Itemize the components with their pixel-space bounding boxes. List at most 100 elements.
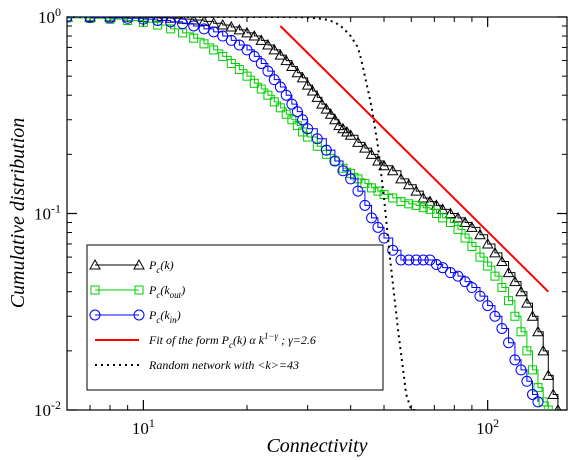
- data-point: [303, 132, 313, 142]
- data-point: [475, 252, 485, 262]
- data-point: [189, 33, 199, 43]
- data-point: [262, 39, 274, 50]
- data-point: [249, 78, 259, 88]
- data-point: [286, 60, 298, 71]
- data-point: [395, 172, 407, 184]
- data-point: [263, 90, 273, 100]
- data-point: [403, 254, 415, 266]
- data-point: [137, 17, 149, 25]
- data-point: [538, 397, 548, 407]
- data-point: [311, 133, 323, 145]
- data-point: [217, 30, 229, 42]
- data-point: [208, 26, 220, 38]
- data-point: [460, 233, 470, 243]
- data-point: [467, 241, 477, 251]
- data-point: [527, 388, 539, 400]
- data-point: [209, 45, 219, 55]
- data-point: [216, 19, 229, 30]
- data-point: [489, 246, 501, 258]
- data-point: [67, 17, 72, 23]
- data-point: [522, 346, 532, 356]
- data-point: [198, 23, 210, 35]
- legend-label: Random network with <k>=43: [148, 358, 299, 372]
- data-point: [233, 39, 245, 51]
- data-point: [452, 270, 464, 282]
- legend-label: Pc(kin): [148, 308, 181, 325]
- data-point: [311, 91, 324, 102]
- data-point: [554, 403, 562, 410]
- data-point: [281, 109, 291, 119]
- data-point: [320, 103, 333, 114]
- data-point: [526, 310, 539, 321]
- data-point: [509, 354, 521, 366]
- data-point: [256, 84, 266, 94]
- data-point: [320, 144, 332, 156]
- data-point: [417, 254, 429, 266]
- series-line: [67, 17, 539, 402]
- x-tick-label: 102: [476, 416, 499, 438]
- data-point: [166, 24, 176, 34]
- data-point: [386, 164, 399, 176]
- data-point: [337, 165, 349, 177]
- data-point: [453, 224, 463, 234]
- data-point: [452, 211, 464, 223]
- legend-marker: [89, 258, 101, 270]
- data-point: [489, 310, 501, 322]
- data-point: [287, 115, 297, 125]
- data-point: [410, 254, 422, 266]
- data-point: [490, 271, 500, 281]
- data-point: [510, 311, 520, 321]
- data-point: [345, 173, 357, 185]
- legend-label: Fit of the form Pc(k) α k1−γ ; γ=2.6: [148, 331, 316, 350]
- data-point: [280, 54, 293, 66]
- series-line: [67, 17, 559, 410]
- data-point: [165, 17, 177, 28]
- data-point: [226, 58, 236, 68]
- data-point: [296, 71, 309, 83]
- data-point: [359, 199, 371, 211]
- data-point: [248, 30, 261, 41]
- data-point: [341, 125, 353, 137]
- data-point: [543, 405, 553, 410]
- series-4: [67, 17, 417, 410]
- data-point: [481, 237, 494, 249]
- data-point: [378, 159, 390, 171]
- data-point: [474, 290, 486, 302]
- data-point: [395, 254, 407, 266]
- legend-marker: [133, 309, 145, 321]
- data-point: [306, 85, 319, 96]
- data-point: [528, 365, 538, 375]
- data-point: [291, 66, 304, 78]
- data-point: [445, 267, 457, 279]
- data-point: [316, 98, 328, 109]
- data-point: [225, 20, 238, 32]
- data-point: [365, 148, 378, 159]
- legend-label: Pc(k): [148, 258, 174, 275]
- data-point: [521, 375, 533, 387]
- data-point: [532, 396, 544, 408]
- data-point: [280, 89, 292, 101]
- data-point: [537, 344, 550, 356]
- data-point: [404, 199, 414, 209]
- data-point: [225, 34, 237, 46]
- data-point: [337, 122, 349, 134]
- data-point: [312, 141, 322, 151]
- data-point: [275, 103, 285, 113]
- data-point: [248, 50, 260, 62]
- data-point: [241, 26, 253, 38]
- series-layer: [67, 17, 562, 410]
- legend-marker: [133, 258, 145, 270]
- data-point: [233, 23, 246, 35]
- data-point: [152, 17, 164, 26]
- data-point: [438, 213, 448, 223]
- legend-marker: [90, 285, 100, 295]
- data-point: [459, 276, 471, 288]
- data-point: [302, 123, 314, 135]
- data-point: [515, 285, 527, 297]
- data-point: [104, 17, 116, 22]
- data-point: [344, 129, 357, 140]
- y-axis-label: Cumulative distribution: [7, 118, 29, 309]
- x-tick-label: 101: [132, 416, 155, 438]
- data-point: [474, 228, 486, 240]
